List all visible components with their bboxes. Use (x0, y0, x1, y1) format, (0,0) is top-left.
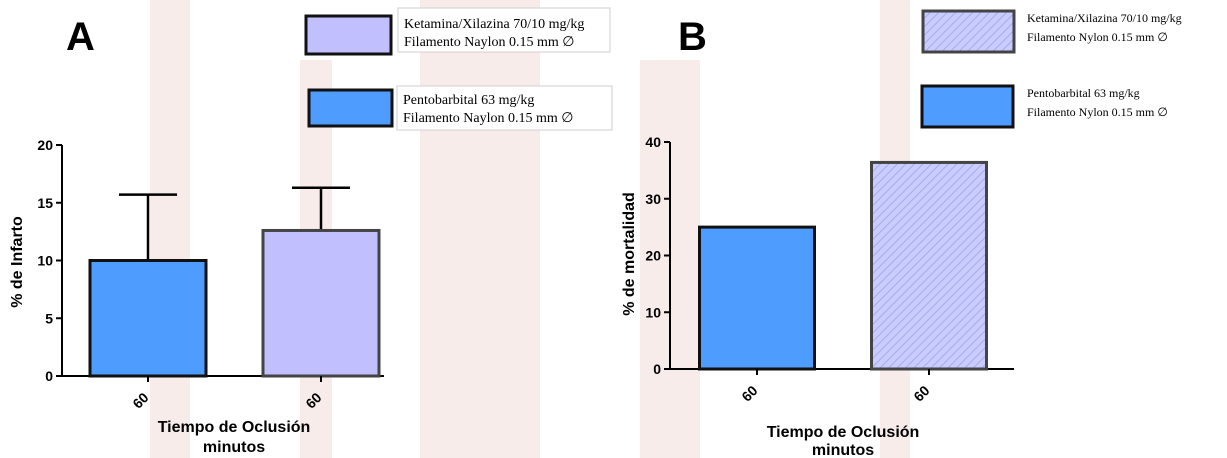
legend-a-pentobarbital-line1: Pentobarbital 63 mg/kg (403, 93, 534, 108)
chart-a-xlabel-line1: Tiempo de Oclusión (158, 419, 311, 436)
panel-a-letter: A (66, 15, 95, 59)
legend-b: Ketamina/Xilazina 70/10 mg/kg Filamento … (920, 9, 1182, 129)
chart-b-ytick-label: 20 (645, 248, 661, 264)
legend-b-ketamina-line2: Filamento Nylon 0.15 mm ∅ (1027, 30, 1168, 44)
chart-a-bar (88, 259, 208, 378)
chart-a-xtick-label: 60 (129, 389, 151, 411)
legend-b-ketamina-line1: Ketamina/Xilazina 70/10 mg/kg (1027, 11, 1182, 25)
legend-a: Ketamina/Xilazina 70/10 mg/kg Filamento … (304, 7, 613, 131)
panel-b-letter: B (678, 15, 707, 59)
chart-b-ytick-label: 30 (645, 191, 661, 207)
chart-a-bar (261, 228, 381, 378)
chart-b-xlabel-line1: Tiempo de Oclusión (767, 424, 920, 441)
chart-a-ytick-label: 5 (45, 310, 53, 326)
chart-b-xtick-label: 60 (738, 382, 760, 404)
legend-b-pentobarbital-swatch (920, 84, 1015, 129)
chart-b: 0 10 20 30 40 60 60 (645, 134, 1014, 405)
chart-b-xlabel-line2: minutos (812, 442, 874, 458)
chart-a-xlabel-line2: minutos (203, 439, 265, 456)
chart-b-ytick-label: 40 (645, 134, 661, 150)
chart-a-ytick-label: 15 (37, 195, 53, 211)
chart-a-ytick-label: 0 (45, 368, 53, 384)
legend-a-ketamina-swatch (304, 14, 393, 56)
legend-a-pentobarbital-box (396, 85, 613, 131)
panel-b: B 0 10 20 30 40 60 60 Ketamina/Xilazina 70/10 … (621, 9, 1182, 458)
legend-a-ketamina-line2: Filamento Naylon 0.15 mm ∅ (404, 35, 574, 50)
legend-b-pentobarbital-line1: Pentobarbital 63 mg/kg (1027, 86, 1140, 100)
chart-b-ytick-label: 0 (653, 361, 661, 377)
chart-a-ytick-label: 20 (37, 137, 53, 153)
chart-a-ytick-label: 10 (37, 253, 53, 269)
chart-b-ylabel: % de mortalidad (621, 192, 638, 316)
legend-a-ketamina-box (397, 7, 611, 53)
legend-b-pentobarbital-line2: Filamento Nylon 0.15 mm ∅ (1027, 105, 1168, 119)
chart-a-ylabel: % de Infarto (9, 216, 26, 308)
chart-b-bar (870, 160, 988, 371)
legend-a-pentobarbital-line2: Filamento Naylon 0.15 mm ∅ (403, 111, 573, 126)
chart-b-bar (698, 225, 816, 371)
legend-b-ketamina-swatch (921, 9, 1016, 54)
legend-a-pentobarbital-swatch (307, 88, 394, 128)
chart-b-ytick-label: 10 (645, 304, 661, 320)
chart-b-xtick-label: 60 (910, 382, 932, 404)
legend-a-ketamina-line1: Ketamina/Xilazina 70/10 mg/kg (404, 17, 584, 32)
